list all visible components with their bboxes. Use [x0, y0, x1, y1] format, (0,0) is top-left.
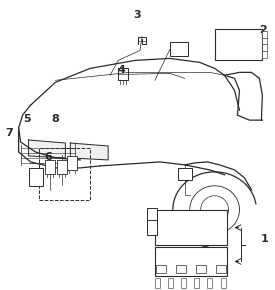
Bar — [214, 28, 262, 60]
Bar — [57, 160, 67, 174]
Bar — [262, 37, 267, 44]
Bar — [216, 265, 225, 273]
Bar — [262, 51, 267, 58]
Text: 7: 7 — [5, 128, 13, 138]
Text: 2: 2 — [260, 25, 267, 35]
Bar — [39, 148, 90, 200]
Polygon shape — [29, 140, 65, 158]
Bar — [207, 278, 212, 288]
Bar — [155, 210, 227, 244]
Bar — [156, 265, 166, 273]
Polygon shape — [70, 143, 108, 160]
Bar — [178, 168, 192, 180]
Bar — [170, 43, 188, 57]
Bar — [262, 30, 267, 37]
Bar — [67, 156, 77, 170]
Bar — [176, 265, 186, 273]
Bar — [262, 44, 267, 51]
Bar — [221, 278, 225, 288]
Bar — [147, 208, 157, 220]
Bar — [181, 278, 186, 288]
Bar — [155, 246, 227, 276]
Bar — [29, 168, 43, 186]
Bar — [155, 278, 160, 288]
Text: 5: 5 — [23, 114, 31, 124]
Text: 1: 1 — [261, 234, 269, 244]
Text: 6: 6 — [45, 152, 53, 162]
Text: 3: 3 — [134, 10, 141, 20]
Bar — [196, 265, 206, 273]
Bar — [45, 160, 56, 174]
Bar — [194, 278, 199, 288]
Bar — [147, 217, 157, 235]
Text: 8: 8 — [51, 114, 59, 124]
Bar — [168, 278, 173, 288]
Text: 4: 4 — [117, 65, 125, 75]
